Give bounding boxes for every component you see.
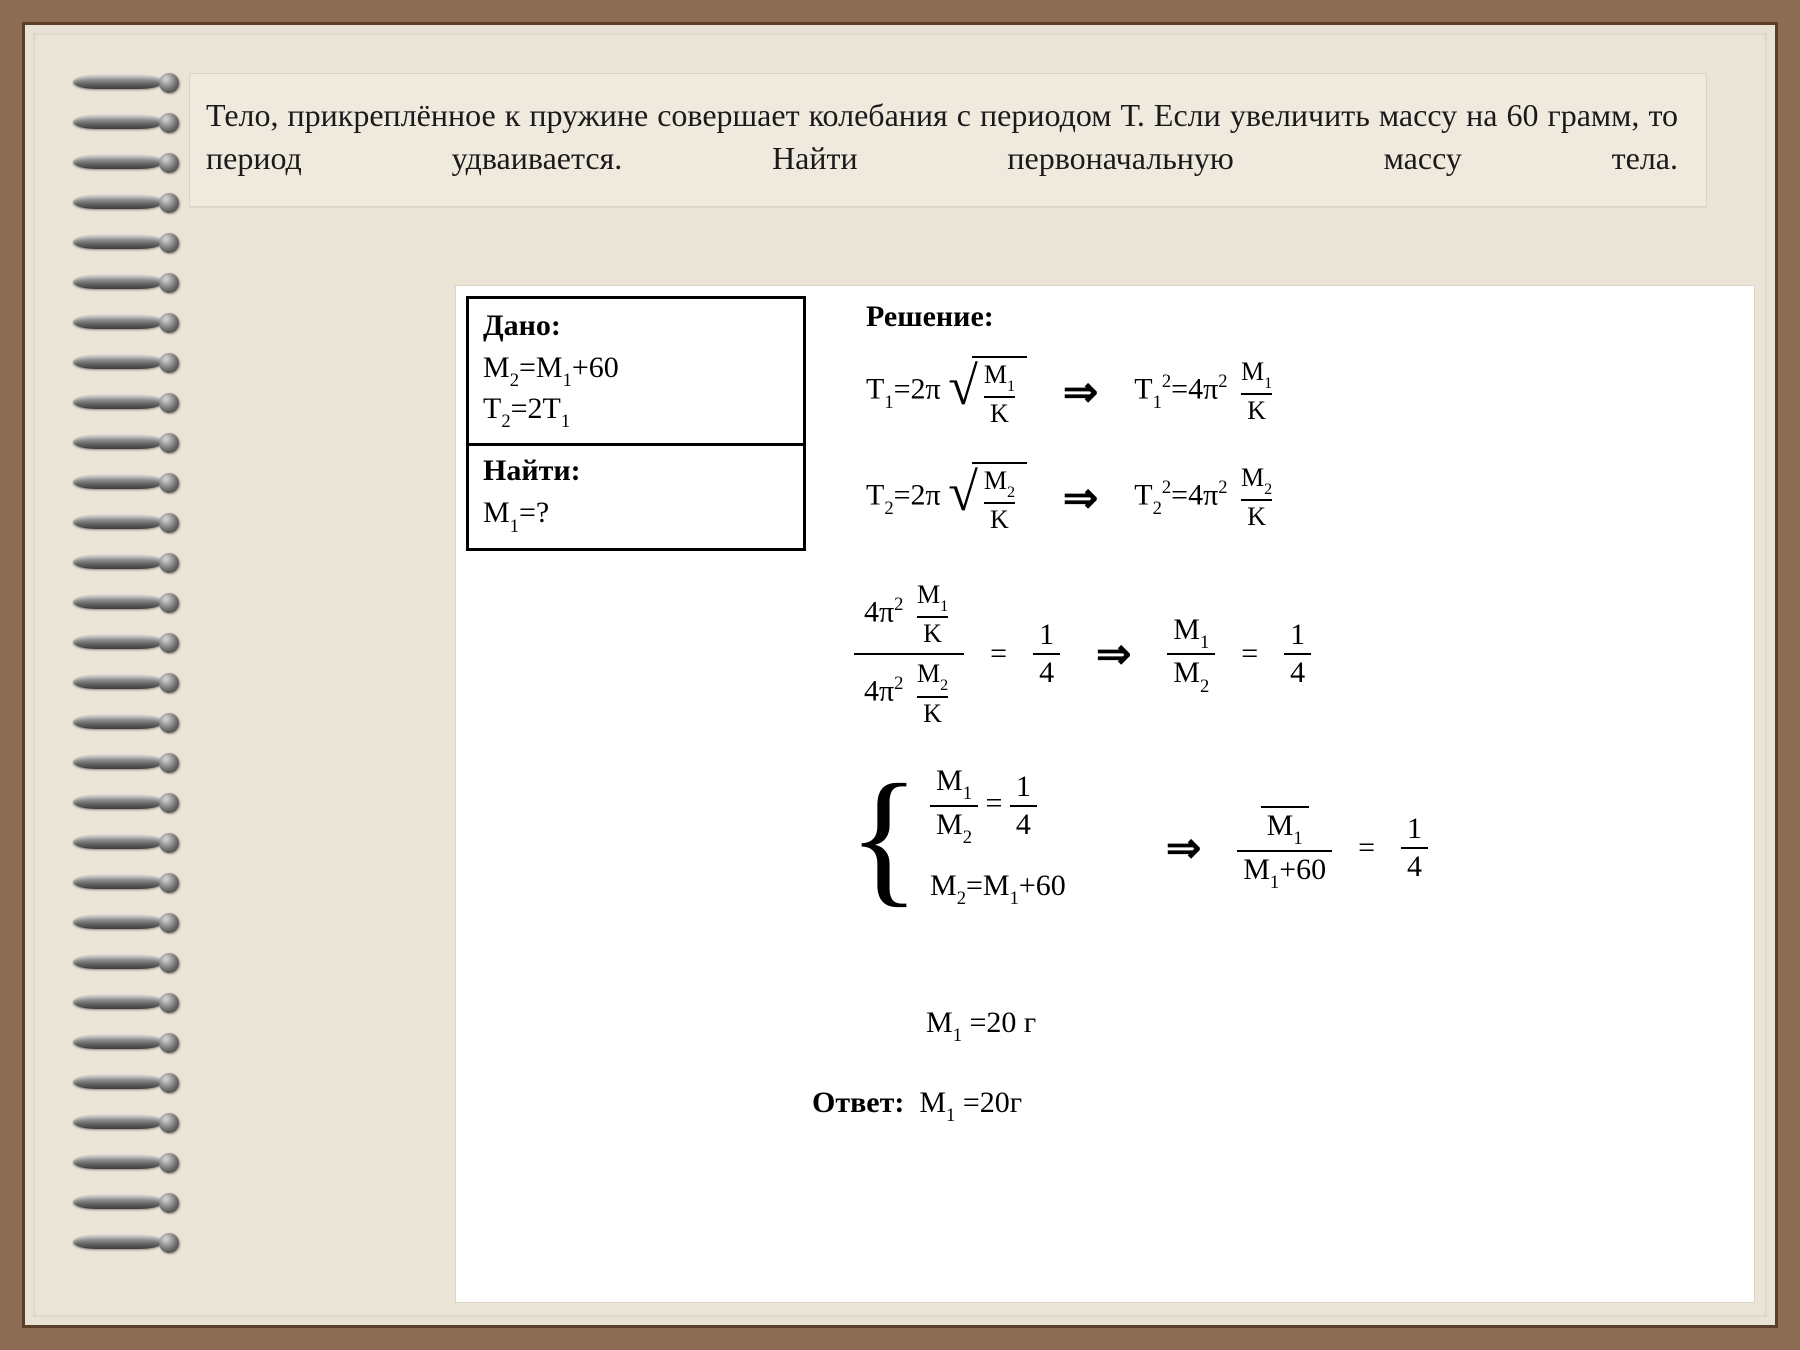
binding-ring	[73, 589, 193, 619]
find-line: M1=?	[483, 494, 789, 535]
slide-paper: Тело, прикреплённое к пружине совершает …	[33, 33, 1767, 1317]
binding-ring	[73, 669, 193, 699]
binding-ring	[73, 149, 193, 179]
given-box: Дано: M2=M1+60 T2=2T1 Найти: M1=?	[466, 296, 806, 551]
binding-ring	[73, 349, 193, 379]
binding-ring	[73, 909, 193, 939]
answer-label: Ответ:	[812, 1086, 904, 1119]
problem-panel: Тело, прикреплённое к пружине совершает …	[189, 73, 1707, 207]
result-line: M1 =20 г	[926, 1006, 1036, 1045]
problem-text: Тело, прикреплённое к пружине совершает …	[206, 94, 1678, 180]
binding-ring	[73, 949, 193, 979]
given-line-1: M2=M1+60	[483, 349, 789, 390]
slide-frame: Тело, прикреплённое к пружине совершает …	[22, 22, 1778, 1328]
system-result: ⇒ M1M1+60 = 14	[1156, 806, 1428, 890]
binding-ring	[73, 1149, 193, 1179]
binding-ring	[73, 269, 193, 299]
equation-row-2: T2=2π √ M2K ⇒ T22=4π2 M2K	[866, 462, 1278, 533]
find-title: Найти:	[483, 454, 789, 488]
binding-ring	[73, 1069, 193, 1099]
binding-ring	[73, 869, 193, 899]
binding-ring	[73, 1189, 193, 1219]
given-line-2: T2=2T1	[483, 390, 789, 431]
binding-ring	[73, 69, 193, 99]
binding-ring	[73, 629, 193, 659]
answer-line: Ответ: M1 =20г	[812, 1086, 1022, 1125]
spiral-binding	[73, 69, 193, 1259]
equation-system: { M1M2 = 14 M2=M1+60	[848, 766, 1066, 908]
binding-ring	[73, 829, 193, 859]
binding-ring	[73, 309, 193, 339]
equation-row-3: 4π2 M1K 4π2 M2K = 14 ⇒ M1M2 = 14	[854, 576, 1311, 733]
given-title: Дано:	[483, 309, 789, 343]
binding-ring	[73, 389, 193, 419]
binding-ring	[73, 109, 193, 139]
binding-ring	[73, 989, 193, 1019]
binding-ring	[73, 469, 193, 499]
binding-ring	[73, 189, 193, 219]
binding-ring	[73, 1029, 193, 1059]
binding-ring	[73, 789, 193, 819]
find-section: Найти: M1=?	[469, 446, 803, 547]
binding-ring	[73, 749, 193, 779]
binding-ring	[73, 1109, 193, 1139]
binding-ring	[73, 429, 193, 459]
binding-ring	[73, 549, 193, 579]
binding-ring	[73, 1229, 193, 1259]
equation-row-1: T1=2π √ M1K ⇒ T12=4π2 M1K	[866, 356, 1278, 427]
binding-ring	[73, 709, 193, 739]
binding-ring	[73, 229, 193, 259]
solution-area: Дано: M2=M1+60 T2=2T1 Найти: M1=? Решени…	[455, 285, 1755, 1303]
binding-ring	[73, 509, 193, 539]
given-section: Дано: M2=M1+60 T2=2T1	[469, 299, 803, 446]
solution-title: Решение:	[866, 300, 994, 334]
